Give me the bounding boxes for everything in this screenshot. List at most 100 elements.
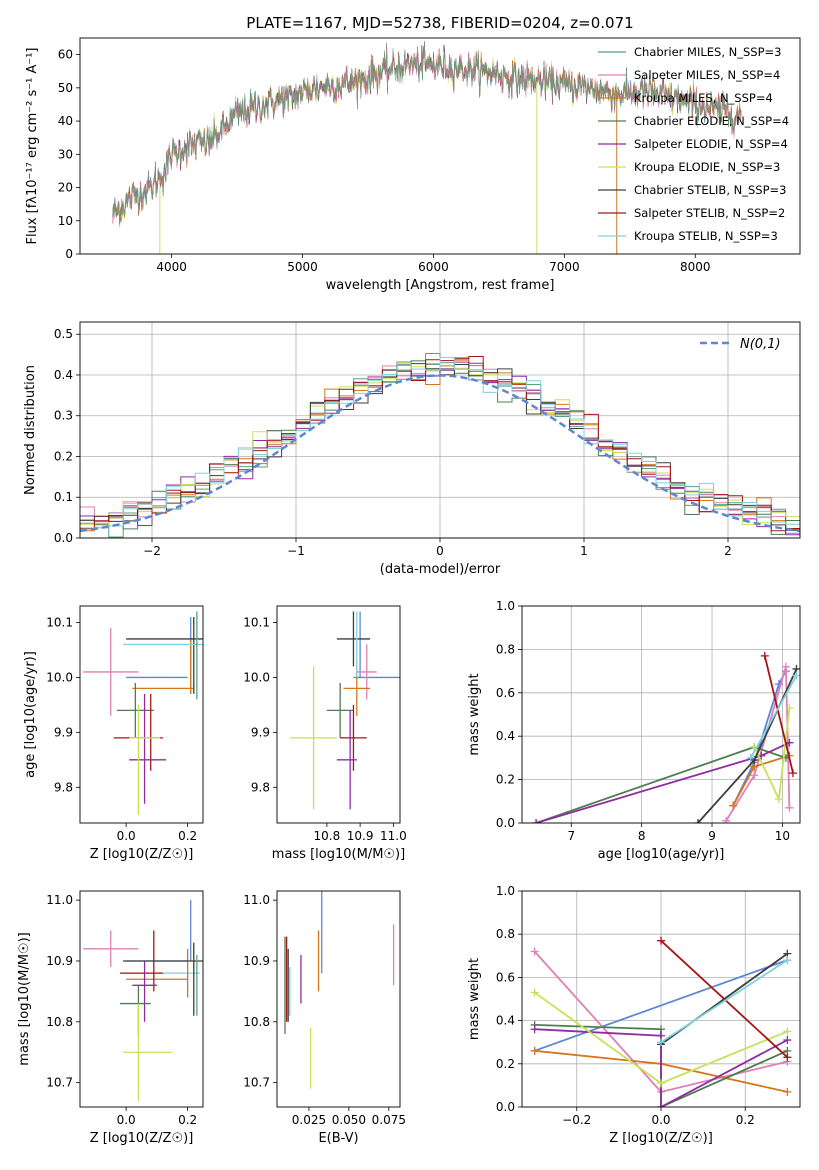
weight-line-kroupa_stelib [660,959,788,1043]
x-tick-label: 1 [580,544,588,558]
y-tick-label: 9.9 [251,725,270,739]
y-tick-label: 0.0 [54,531,73,545]
errorbar-point [336,611,371,667]
axes-frame [79,37,801,255]
axes-frame [521,605,801,824]
x-tick-label: 10.8 [314,829,341,843]
y-tick-label: 9.8 [54,780,73,794]
y-tick-label: 9.8 [251,780,270,794]
y-tick-label: 0.8 [496,642,515,656]
errorbar-point [290,666,337,810]
histogram-step-kroupa_stelib [80,356,800,529]
weight-marker [783,1053,792,1062]
grid [522,605,800,824]
weight-marker [783,1036,792,1045]
y-tick-label: 9.9 [54,725,73,739]
y-tick-label: 0 [65,247,73,261]
plot-area [532,651,800,823]
legend-label: Salpeter MILES, N_SSP=4 [634,68,780,82]
x-tick-label: 7 [567,829,575,843]
weight-marker [785,703,794,712]
weight-line-salpeter_stelib [660,940,789,1058]
x-tick-label: 9 [708,829,716,843]
y-tick-label: 11.0 [243,893,270,907]
y-tick-label: 10.7 [46,1076,73,1090]
y-tick-label: 0.6 [496,970,515,984]
y-tick-label: 10 [58,214,73,228]
weight-line-salpeter_elodie [534,1028,788,1107]
y-tick-label: 11.0 [46,893,73,907]
plot-area [284,891,395,1089]
x-tick-label: 0 [436,544,444,558]
y-axis-label: mass weight [467,958,482,1040]
spectrum-line-chabrier_miles [112,40,742,224]
weight-marker [657,1038,665,1047]
y-tick-label: 1.0 [496,599,515,613]
legend-label: Kroupa ELODIE, N_SSP=3 [634,160,780,174]
x-tick-label: 0.2 [178,829,197,843]
weight-marker [530,988,539,997]
x-tick-label: 0.025 [292,1113,326,1127]
y-tick-label: 20 [58,181,73,195]
plot-area [80,353,800,538]
y-tick-label: 50 [58,81,73,95]
y-tick-label: 0.8 [496,927,515,941]
x-tick-label: 5000 [287,260,318,274]
y-axis-label: mass weight [467,673,482,755]
y-tick-label: 10.1 [243,615,270,629]
weight-marker [783,956,792,965]
y-tick-label: 10.8 [46,1015,73,1029]
axes-frame [276,605,401,824]
legend: Chabrier MILES, N_SSP=3 Salpeter MILES, N… [598,45,789,243]
weight-marker [722,816,731,823]
weight-marker [532,819,541,823]
x-tick-label: 0.0 [117,829,136,843]
y-tick-label: 0.4 [54,368,73,382]
x-tick-label: 10.9 [347,829,374,843]
errorbar-point [340,704,367,771]
axes-frame [79,605,204,824]
x-tick-label: 4000 [156,260,187,274]
figure-title: PLATE=1167, MJD=52738, FIBERID=0204, z=0… [246,14,633,32]
x-axis-label: E(B-V) [318,1131,358,1146]
weight-marker [530,1025,539,1034]
x-tick-label: −1 [287,544,305,558]
legend-label: Kroupa MILES, N_SSP=4 [634,91,773,105]
axes-frame [521,890,801,1108]
y-tick-label: 0.3 [54,409,73,423]
x-tick-label: 2 [724,544,732,558]
weight-marker [657,1103,665,1107]
errorbar-point [326,682,354,738]
x-axis-label: Z [log10(Z/Z☉)] [609,1131,713,1146]
x-tick-label: 10 [775,829,790,843]
y-tick-label: 0.2 [496,1057,515,1071]
x-axis-label: mass [log10(M/M☉)] [272,847,405,862]
weight-marker [781,662,790,671]
legend-label: Salpeter ELODIE, N_SSP=4 [634,137,788,151]
legend-label: N(0,1) [740,337,781,352]
plot-area [83,611,203,815]
y-tick-label: 0.2 [54,449,73,463]
weight-marker [693,819,702,823]
axes-frame [79,890,204,1108]
x-tick-label: 6000 [418,260,449,274]
y-tick-label: 0.4 [496,729,515,743]
y-tick-label: 30 [58,147,73,161]
weight-marker [788,769,797,778]
panel-mass_vs_Z: 0.0 0.2 10.7 10.8 10.9 11.0 Z [log10(Z/Z☉)] mas… [17,890,204,1146]
weight-line-salpeter_miles [725,666,791,822]
y-tick-label: 0.0 [496,1100,515,1114]
weight-line-extra_blue [534,959,788,1052]
x-axis-label: age [log10(age/yr)] [598,847,725,862]
errorbar-point [83,930,139,968]
panel-age_vs_Z: 0.0 0.2 9.8 9.9 10.0 10.1 Z [log10(Z/Z☉)] age [… [23,605,204,862]
weight-marker [729,801,738,810]
legend-label: Chabrier ELODIE, N_SSP=4 [634,114,789,128]
weight-line-salpeter_elodie [535,741,790,823]
y-tick-label: 60 [58,48,73,62]
y-tick-label: 40 [58,114,73,128]
histogram-step-chabrier_stelib [80,363,800,531]
y-tick-label: 10.9 [243,954,270,968]
legend-label: Chabrier MILES, N_SSP=3 [634,45,781,59]
x-tick-label: 8 [638,829,646,843]
